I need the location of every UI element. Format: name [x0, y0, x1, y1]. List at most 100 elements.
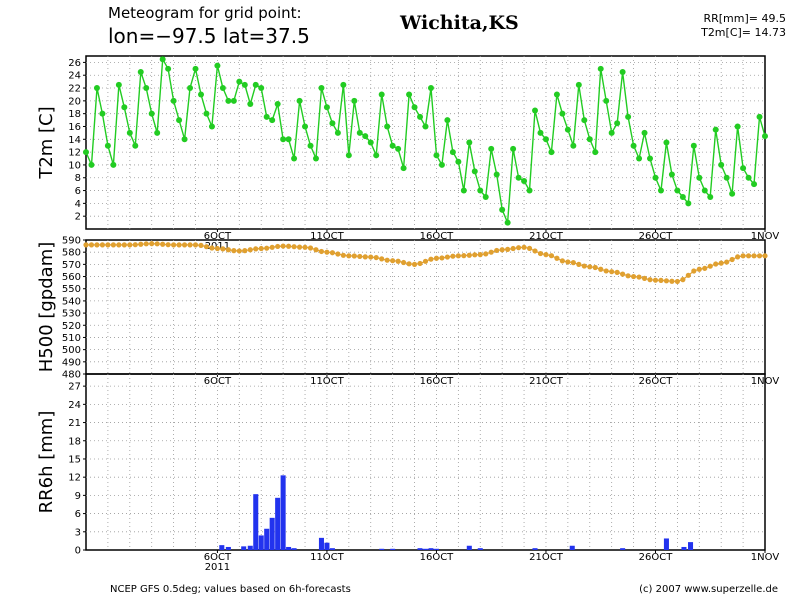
temperature-point — [252, 81, 259, 88]
temperature-point — [455, 158, 462, 165]
temperature-point — [740, 165, 747, 172]
temperature-point — [258, 85, 265, 92]
geopotential-point — [696, 266, 702, 272]
geopotential-point — [400, 259, 407, 266]
precipitation-bar — [253, 494, 259, 550]
temperature-point — [274, 101, 281, 108]
title-line-2: lon=−97.5 lat=37.5 — [108, 24, 310, 48]
geopotential-point — [461, 253, 467, 259]
temperature-point — [269, 117, 276, 124]
geopotential-point — [231, 248, 237, 254]
geopotential-point — [625, 273, 631, 279]
temperature-point — [488, 145, 495, 152]
geopotential-point — [406, 261, 412, 267]
temperature-point — [132, 142, 139, 149]
temperature-point — [575, 81, 582, 88]
geopotential-point — [105, 242, 111, 248]
y-tick-label: 18 — [68, 109, 81, 120]
geopotential-point — [630, 273, 637, 280]
temperature-point — [247, 101, 254, 108]
temperature-point — [422, 123, 429, 130]
temperature-point — [280, 136, 287, 143]
geopotential-point — [762, 253, 768, 259]
x-tick-label: 26OCT — [639, 376, 674, 387]
y-tick-label: 2 — [75, 212, 81, 223]
temperature-point — [83, 149, 89, 156]
temperature-point — [181, 136, 188, 143]
precipitation-bar — [280, 475, 286, 550]
geopotential-point — [335, 251, 341, 257]
temperature-point — [438, 161, 445, 168]
geopotential-point — [422, 258, 429, 264]
geopotential-point — [143, 241, 149, 247]
temperature-point — [411, 104, 418, 111]
title-line-1: Meteogram for grid point: — [108, 4, 302, 22]
precipitation-bar — [688, 542, 694, 550]
geopotential-point — [214, 245, 221, 252]
y-tick-label: 12 — [68, 148, 81, 159]
temperature-point — [564, 126, 571, 133]
temperature-point — [521, 177, 528, 184]
geopotential-point — [433, 255, 440, 261]
geopotential-point — [280, 243, 286, 249]
temperature-point — [493, 171, 500, 178]
geopotential-point — [384, 257, 390, 263]
geopotential-point — [269, 244, 275, 250]
temperature-point — [449, 149, 456, 156]
precipitation-bar — [225, 546, 231, 550]
temperature-point — [291, 155, 298, 162]
temperature-point — [532, 107, 539, 114]
x-tick-label: 1NOV — [751, 552, 780, 563]
geopotential-point — [340, 252, 346, 258]
precipitation-bar — [663, 538, 669, 550]
temperature-point — [685, 200, 692, 207]
y-tick-label: 3 — [75, 527, 81, 538]
precipitation-bar — [390, 548, 396, 550]
temperature-point — [241, 81, 248, 88]
geopotential-point — [707, 263, 713, 269]
temperature-point — [460, 187, 467, 194]
temperature-point — [723, 174, 730, 181]
geopotential-point — [658, 277, 664, 283]
temperature-point — [548, 149, 555, 156]
geopotential-point — [620, 271, 626, 277]
y-tick-label: 570 — [62, 260, 81, 271]
y-tick-label: 21 — [68, 418, 81, 429]
temperature-point — [389, 142, 396, 149]
footer-source: NCEP GFS 0.5deg; values based on 6h-fore… — [110, 584, 351, 595]
y-tick-label: 10 — [68, 160, 81, 171]
temperature-point — [477, 187, 484, 194]
geopotential-point — [691, 268, 697, 274]
temperature-point — [417, 113, 424, 120]
geopotential-point — [663, 278, 670, 284]
temperature-point — [104, 142, 111, 149]
temperature-point — [745, 174, 752, 181]
temperature-point — [690, 142, 697, 149]
temperature-point — [137, 69, 144, 76]
y-axis-title: RR6h [mm] — [36, 411, 57, 514]
temperature-point — [592, 149, 599, 156]
panel-frame — [85, 55, 766, 230]
precipitation-bar — [477, 548, 483, 550]
geopotential-point — [713, 261, 719, 267]
geopotential-point — [614, 269, 620, 275]
temperature-point — [586, 136, 593, 143]
temperature-point — [526, 187, 533, 194]
temperature-point — [499, 206, 506, 213]
geopotential-point — [477, 252, 483, 258]
temperature-point — [154, 129, 161, 136]
geopotential-point — [149, 241, 155, 247]
year-label: 2011 — [205, 562, 230, 573]
precipitation-bar — [324, 542, 330, 550]
rr-total-stat: RR[mm]= 49.5 — [703, 12, 786, 25]
geopotential-point — [165, 242, 171, 248]
temperature-point — [334, 129, 341, 136]
geopotential-point — [510, 245, 516, 252]
geopotential-point — [756, 253, 763, 259]
temperature-point — [214, 62, 221, 69]
temperature-point — [208, 123, 215, 130]
geopotential-point — [357, 253, 363, 260]
geopotential-point — [198, 242, 204, 249]
geopotential-point — [379, 256, 385, 262]
